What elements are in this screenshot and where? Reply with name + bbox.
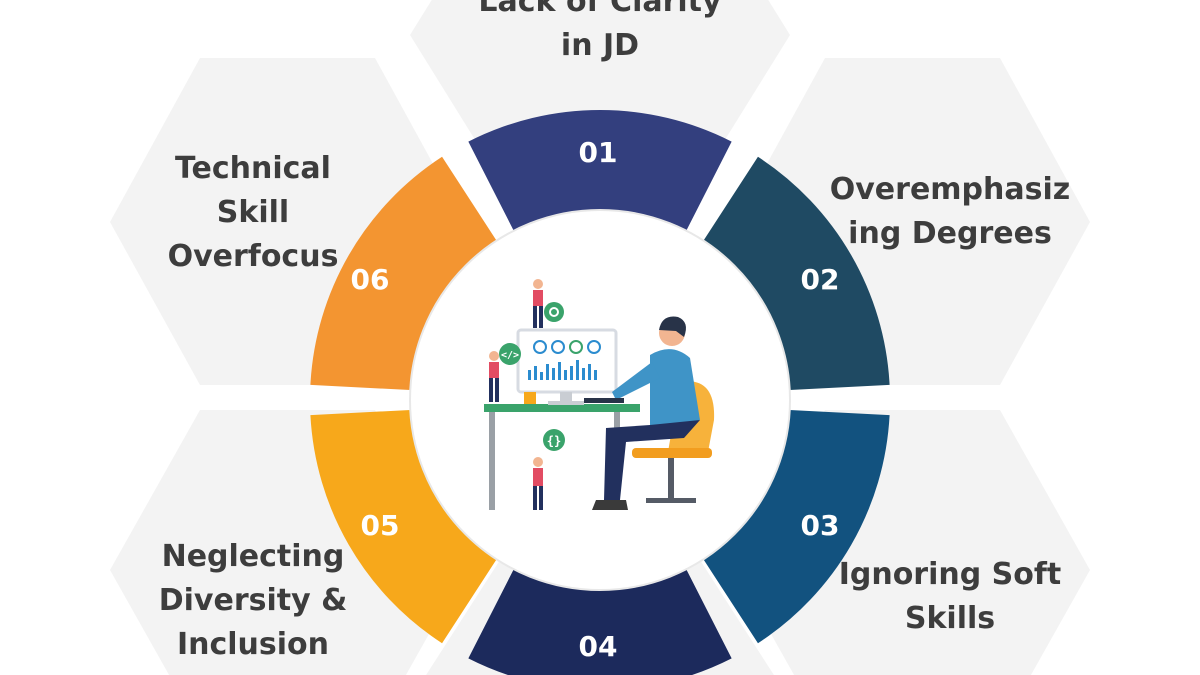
monitor	[516, 328, 618, 394]
person-shoe	[592, 500, 628, 510]
ring-segment-03	[703, 409, 890, 644]
person-arm	[612, 362, 660, 400]
item-label-05: Neglecting Diversity & Inclusion	[158, 539, 348, 662]
braces-icon-glyph: {}	[547, 434, 561, 448]
gear-icon-center	[549, 307, 559, 317]
dial-4	[587, 340, 601, 354]
chair-base	[646, 498, 696, 503]
inner-circle-outline	[409, 209, 791, 591]
code-icon	[499, 343, 521, 365]
ring-segment-06	[310, 156, 497, 391]
helper-figure-top	[533, 279, 543, 328]
item-number-03: 03	[800, 509, 840, 542]
person-hair	[659, 316, 686, 337]
ring	[310, 110, 890, 675]
ring-segment-02	[703, 156, 890, 391]
mug	[524, 392, 536, 404]
item-label-02: Overemphasiz ing Degrees	[829, 172, 1071, 251]
desk-top	[484, 404, 640, 412]
helper-figure-left	[489, 351, 499, 402]
braces-icon	[543, 429, 565, 451]
item-number-01: 01	[578, 136, 618, 169]
gear-icon	[544, 302, 564, 322]
item-number-04: 04	[578, 630, 618, 663]
dial-3	[569, 340, 583, 354]
chair-post	[668, 458, 674, 498]
person-torso	[650, 349, 700, 430]
dial-2	[551, 340, 565, 354]
monitor-stand	[560, 392, 572, 402]
dial-1	[533, 340, 547, 354]
ring-segment-01	[468, 110, 732, 231]
ring-segment-04	[468, 569, 732, 675]
ring-segment-05	[310, 409, 497, 644]
item-number-06: 06	[350, 263, 390, 296]
keyboard	[584, 398, 624, 403]
desk-leg-left	[489, 412, 495, 510]
item-label-06: Technical Skill Overfocus	[167, 151, 339, 274]
item-label-03: Ignoring Soft Skills	[838, 557, 1062, 636]
item-number-05: 05	[360, 509, 400, 542]
monitor-base	[548, 401, 584, 405]
chair-seat	[632, 448, 712, 458]
monitor-bars	[528, 360, 597, 380]
item-number-02: 02	[800, 263, 840, 296]
code-icon-glyph: </>	[501, 350, 519, 361]
person-legs	[604, 420, 700, 500]
helper-figure-bottom	[533, 457, 543, 510]
illustration: </> {}	[484, 279, 715, 510]
item-label-01: Lack of Clarity in JD	[478, 0, 722, 63]
